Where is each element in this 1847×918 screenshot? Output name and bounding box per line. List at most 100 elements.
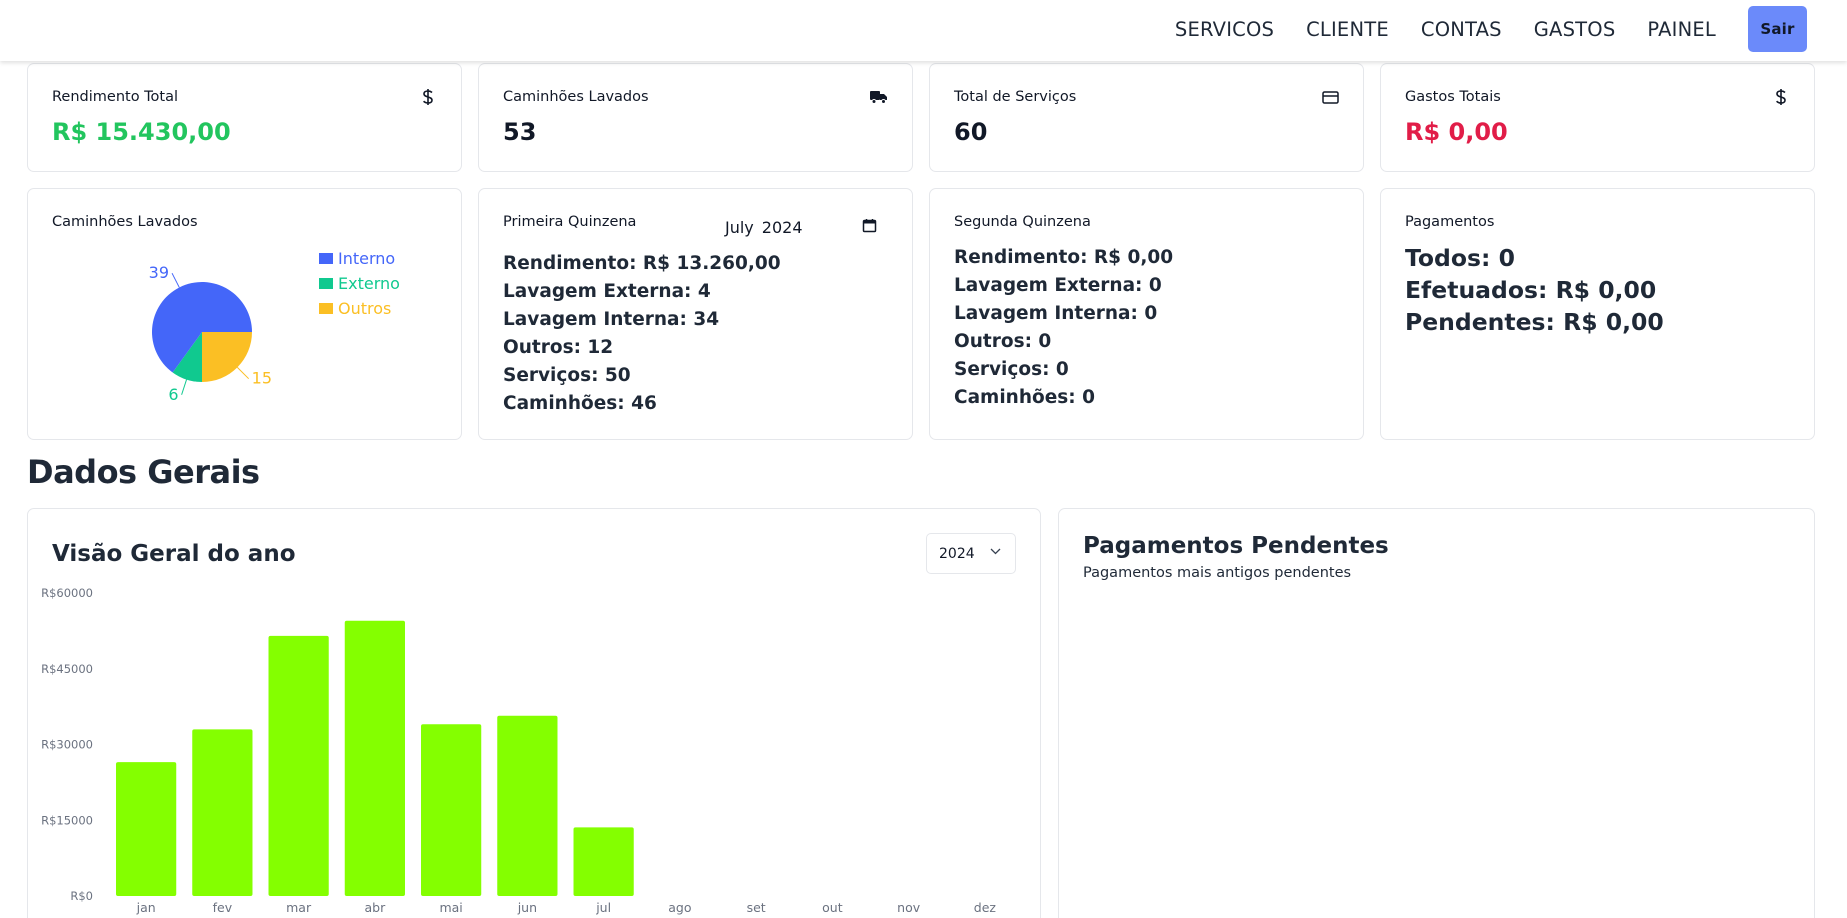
card-title: Pagamentos: [1405, 214, 1495, 230]
stat-line: Caminhões: 46: [503, 393, 657, 414]
stat-line: Outros: 0: [954, 331, 1052, 352]
year-select[interactable]: 2024: [926, 533, 1016, 574]
dollar-icon: [1772, 88, 1790, 106]
stat-line: Serviços: 50: [503, 365, 631, 386]
stat-label: Rendimento Total: [52, 89, 179, 105]
stat-line: Lavagem Externa: 0: [954, 275, 1162, 296]
legend-swatch: [319, 278, 333, 289]
stat-line: Todos: 0: [1405, 244, 1515, 272]
bar-mar[interactable]: [268, 635, 329, 896]
bar-jul[interactable]: [573, 827, 634, 896]
stat-label: Gastos Totais: [1405, 89, 1501, 105]
stat-value: R$ 15.430,00: [52, 118, 231, 146]
month-picker[interactable]: July 2024: [725, 215, 885, 239]
pie-slice-interno[interactable]: [152, 282, 252, 373]
x-tick-label: abr: [365, 900, 387, 915]
pie-label-line: [237, 367, 250, 380]
legend-item-outros[interactable]: Outros: [319, 299, 400, 318]
pie-chart-card: Caminhões Lavados 15 6 39 Interno Externo …: [27, 188, 462, 440]
x-tick-label: dez: [974, 900, 997, 915]
pending-subtitle: Pagamentos mais antigos pendentes: [1083, 565, 1352, 581]
top-navbar: SERVICOS CLIENTE CONTAS GASTOS PAINEL Sa…: [0, 0, 1847, 61]
pending-title: Pagamentos Pendentes: [1083, 533, 1389, 559]
pie-data-label: 39: [149, 263, 169, 282]
x-tick-label: jun: [517, 900, 537, 915]
logout-button[interactable]: Sair: [1748, 6, 1807, 52]
stat-card-gastos: Gastos Totais R$ 0,00: [1380, 63, 1815, 172]
pie-label-line: [171, 272, 180, 288]
pagamentos-stats: Todos: 0 Efetuados: R$ 0,00 Pendentes: R…: [1405, 242, 1664, 338]
nav-servicos[interactable]: SERVICOS: [1174, 17, 1275, 41]
stat-card-servicos: Total de Serviços 60: [929, 63, 1364, 172]
bar-fev[interactable]: [192, 729, 253, 896]
card-title: Caminhões Lavados: [52, 214, 198, 230]
stat-value: R$ 0,00: [1405, 118, 1508, 146]
bar-jan[interactable]: [116, 762, 177, 896]
section-title: Dados Gerais: [27, 453, 260, 491]
pie-legend: Interno Externo Outros: [319, 249, 400, 324]
stat-line: Lavagem Externa: 4: [503, 281, 711, 302]
calendar-icon[interactable]: [862, 218, 877, 237]
bar-jun[interactable]: [497, 715, 558, 896]
bar-chart: R$0 R$15000 R$30000 R$45000 R$60000 jan fev mar…: [41, 586, 997, 915]
y-tick-label: R$30000: [41, 738, 93, 752]
dollar-icon: [419, 88, 437, 106]
year-value: 2024: [761, 217, 803, 237]
stat-line: Serviços: 0: [954, 359, 1069, 380]
pending-payments-card: Pagamentos Pendentes Pagamentos mais ant…: [1058, 508, 1815, 918]
stat-line: Pendentes: R$ 0,00: [1405, 308, 1664, 336]
y-tick-label: R$60000: [41, 586, 93, 600]
y-tick-label: R$45000: [41, 662, 93, 676]
stat-line: Lavagem Interna: 0: [954, 303, 1158, 324]
x-tick-label: nov: [897, 900, 921, 915]
overview-title: Visão Geral do ano: [52, 541, 296, 567]
stat-card-rendimento: Rendimento Total R$ 15.430,00: [27, 63, 462, 172]
legend-item-externo[interactable]: Externo: [319, 274, 400, 293]
pie-data-label: 6: [168, 385, 178, 404]
x-tick-label: mai: [439, 900, 462, 915]
y-tick-label: R$15000: [41, 813, 93, 827]
stat-line: Caminhões: 0: [954, 387, 1095, 408]
segunda-quinzena-card: Segunda Quinzena Rendimento: R$ 0,00 Lav…: [929, 188, 1364, 440]
y-tick-label: R$0: [70, 889, 93, 903]
x-tick-label: mar: [286, 900, 312, 915]
nav-cliente[interactable]: CLIENTE: [1306, 17, 1389, 41]
stat-line: Lavagem Interna: 34: [503, 309, 720, 330]
pie-data-label: 15: [252, 369, 272, 388]
primeira-stats: Rendimento: R$ 13.260,00 Lavagem Externa…: [503, 250, 781, 418]
nav-contas[interactable]: CONTAS: [1420, 17, 1502, 41]
nav-painel[interactable]: PAINEL: [1647, 17, 1716, 41]
legend-item-interno[interactable]: Interno: [319, 249, 400, 268]
chevron-down-icon: [990, 545, 1001, 558]
x-tick-label: ago: [668, 900, 691, 915]
credit-card-icon: [1321, 88, 1339, 106]
main-nav: SERVICOS CLIENTE CONTAS GASTOS PAINEL Sa…: [1175, 6, 1807, 52]
bar-abr[interactable]: [344, 620, 405, 896]
x-tick-label: fev: [213, 900, 233, 915]
legend-swatch: [319, 303, 333, 314]
pie-slice-externo[interactable]: [172, 332, 202, 382]
x-tick-label: jan: [136, 900, 156, 915]
stat-line: Rendimento: R$ 13.260,00: [503, 253, 781, 274]
overview-card: Visão Geral do ano 2024 R$0 R$15000 R$3000…: [27, 508, 1041, 918]
stat-label: Caminhões Lavados: [503, 89, 649, 105]
month-value: July: [725, 217, 754, 237]
card-title: Segunda Quinzena: [954, 214, 1091, 230]
legend-label: Externo: [338, 274, 400, 293]
stat-line: Rendimento: R$ 0,00: [954, 247, 1174, 268]
nav-gastos[interactable]: GASTOS: [1533, 17, 1616, 41]
legend-swatch: [319, 253, 333, 264]
stat-value: 60: [954, 118, 988, 146]
stat-label: Total de Serviços: [954, 89, 1077, 105]
pie-slice-outros[interactable]: [202, 332, 252, 382]
year-select-value: 2024: [939, 545, 975, 562]
stat-card-caminhoes: Caminhões Lavados 53: [478, 63, 913, 172]
bar-mai[interactable]: [421, 724, 482, 896]
pie-label-line: [181, 379, 188, 395]
x-tick-label: out: [822, 900, 843, 915]
stat-line: Efetuados: R$ 0,00: [1405, 276, 1657, 304]
x-tick-label: set: [747, 900, 766, 915]
x-tick-label: jul: [595, 900, 611, 915]
stat-value: 53: [503, 118, 537, 146]
pagamentos-card: Pagamentos Todos: 0 Efetuados: R$ 0,00 P…: [1380, 188, 1815, 440]
